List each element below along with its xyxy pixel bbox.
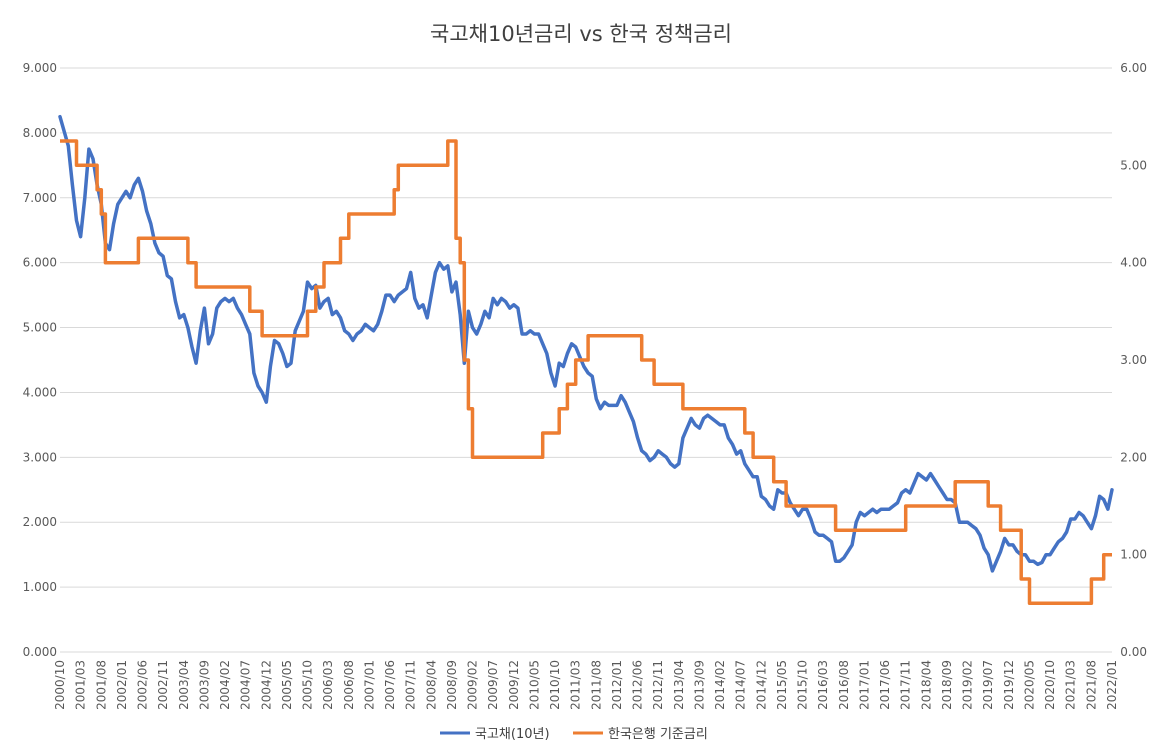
series-line-policy <box>60 139 1112 606</box>
x-tick-label: 2011/03 <box>569 660 583 710</box>
x-tick-label: 2015/10 <box>796 660 810 710</box>
x-tick-label: 2008/09 <box>445 660 459 710</box>
x-tick-label: 2001/08 <box>94 660 108 710</box>
x-tick-label: 2002/11 <box>156 660 170 710</box>
x-tick-label: 2003/04 <box>177 660 191 710</box>
x-tick-label: 2001/03 <box>74 660 88 710</box>
x-tick-label: 2012/06 <box>631 660 645 710</box>
x-tick-label: 2020/05 <box>1022 660 1036 710</box>
x-tick-label: 2012/01 <box>610 660 624 710</box>
x-tick-label: 2005/05 <box>280 660 294 710</box>
x-tick-label: 2008/04 <box>424 660 438 710</box>
x-tick-label: 2017/11 <box>899 660 913 710</box>
x-tick-label: 2019/07 <box>981 660 995 710</box>
x-tick-label: 2004/07 <box>239 660 253 710</box>
series-line-bond <box>58 114 1114 573</box>
x-tick-label: 2009/12 <box>507 660 521 710</box>
gridlines <box>60 67 1112 653</box>
x-tick-label: 2015/05 <box>775 660 789 710</box>
x-tick-label: 2006/08 <box>342 660 356 710</box>
x-tick-label: 2004/12 <box>259 660 273 710</box>
x-tick-label: 2009/02 <box>466 660 480 710</box>
right-y-tick-label: 4.00 <box>1120 256 1147 270</box>
left-y-axis: 0.000 1.000 2.000 3.000 4.000 5.000 6.000 7.000… <box>23 61 57 659</box>
x-tick-label: 2006/03 <box>321 660 335 710</box>
x-tick-label: 2005/10 <box>301 660 315 710</box>
right-y-axis: 0.00 1.00 2.00 3.00 4.00 5.00 6.00 <box>1120 61 1147 659</box>
x-tick-label: 2002/01 <box>115 660 129 710</box>
left-y-tick-label: 9.000 <box>23 61 57 75</box>
right-y-tick-label: 1.00 <box>1120 548 1147 562</box>
legend-label-bond: 국고채(10년) <box>475 727 550 742</box>
x-tick-label: 2011/08 <box>589 660 603 710</box>
x-tick-label: 2010/10 <box>548 660 562 710</box>
x-tick-label: 2013/09 <box>692 660 706 710</box>
x-tick-label: 2021/03 <box>1064 660 1078 710</box>
right-y-tick-label: 0.00 <box>1120 645 1147 659</box>
legend-label-policy: 한국은행 기준금리 <box>608 726 708 742</box>
x-tick-label: 2009/07 <box>486 660 500 710</box>
legend: 국고채(10년) 한국은행 기준금리 <box>440 726 708 742</box>
x-tick-label: 2002/06 <box>136 660 150 710</box>
x-tick-label: 2014/02 <box>713 660 727 710</box>
x-tick-label: 2022/01 <box>1105 660 1119 710</box>
x-tick-label: 2010/05 <box>527 660 541 710</box>
legend-item-bond[interactable]: 국고채(10년) <box>440 727 550 742</box>
right-y-tick-label: 3.00 <box>1120 353 1147 367</box>
x-tick-label: 2017/01 <box>857 660 871 710</box>
x-tick-label: 2018/09 <box>940 660 954 710</box>
legend-item-policy[interactable]: 한국은행 기준금리 <box>573 726 708 742</box>
right-y-tick-label: 6.00 <box>1120 61 1147 75</box>
left-y-tick-label: 4.000 <box>23 385 57 399</box>
x-tick-label: 2018/04 <box>919 660 933 710</box>
chart-title: 국고채10년금리 vs 한국 정책금리 <box>430 22 732 46</box>
x-tick-label: 2020/10 <box>1043 660 1057 710</box>
left-y-tick-label: 1.000 <box>23 580 57 594</box>
right-y-tick-label: 5.00 <box>1120 158 1147 172</box>
series-layer <box>58 114 1114 606</box>
x-tick-label: 2016/08 <box>837 660 851 710</box>
x-tick-label: 2016/03 <box>816 660 830 710</box>
x-tick-label: 2007/06 <box>383 660 397 710</box>
right-y-tick-label: 2.00 <box>1120 450 1147 464</box>
x-tick-label: 2019/02 <box>961 660 975 710</box>
left-y-tick-label: 7.000 <box>23 191 57 205</box>
x-tick-label: 2003/09 <box>197 660 211 710</box>
x-tick-label: 2017/06 <box>878 660 892 710</box>
x-tick-label: 2019/12 <box>1002 660 1016 710</box>
x-tick-label: 2021/08 <box>1084 660 1098 710</box>
x-tick-label: 2012/11 <box>651 660 665 710</box>
x-tick-label: 2013/04 <box>672 660 686 710</box>
x-tick-label: 2014/12 <box>754 660 768 710</box>
x-tick-label: 2007/11 <box>404 660 418 710</box>
left-y-tick-label: 5.000 <box>23 321 57 335</box>
left-y-tick-label: 6.000 <box>23 256 57 270</box>
x-tick-label: 2004/02 <box>218 660 232 710</box>
x-axis: 2000/10 2001/03 2001/08 2002/01 2002/06 2002/… <box>53 660 1119 710</box>
left-y-tick-label: 3.000 <box>23 450 57 464</box>
x-tick-label: 2000/10 <box>53 660 67 710</box>
x-tick-label: 2007/01 <box>362 660 376 710</box>
left-y-tick-label: 0.000 <box>23 645 57 659</box>
x-tick-label: 2014/07 <box>734 660 748 710</box>
left-y-tick-label: 2.000 <box>23 515 57 529</box>
left-y-tick-label: 8.000 <box>23 126 57 140</box>
